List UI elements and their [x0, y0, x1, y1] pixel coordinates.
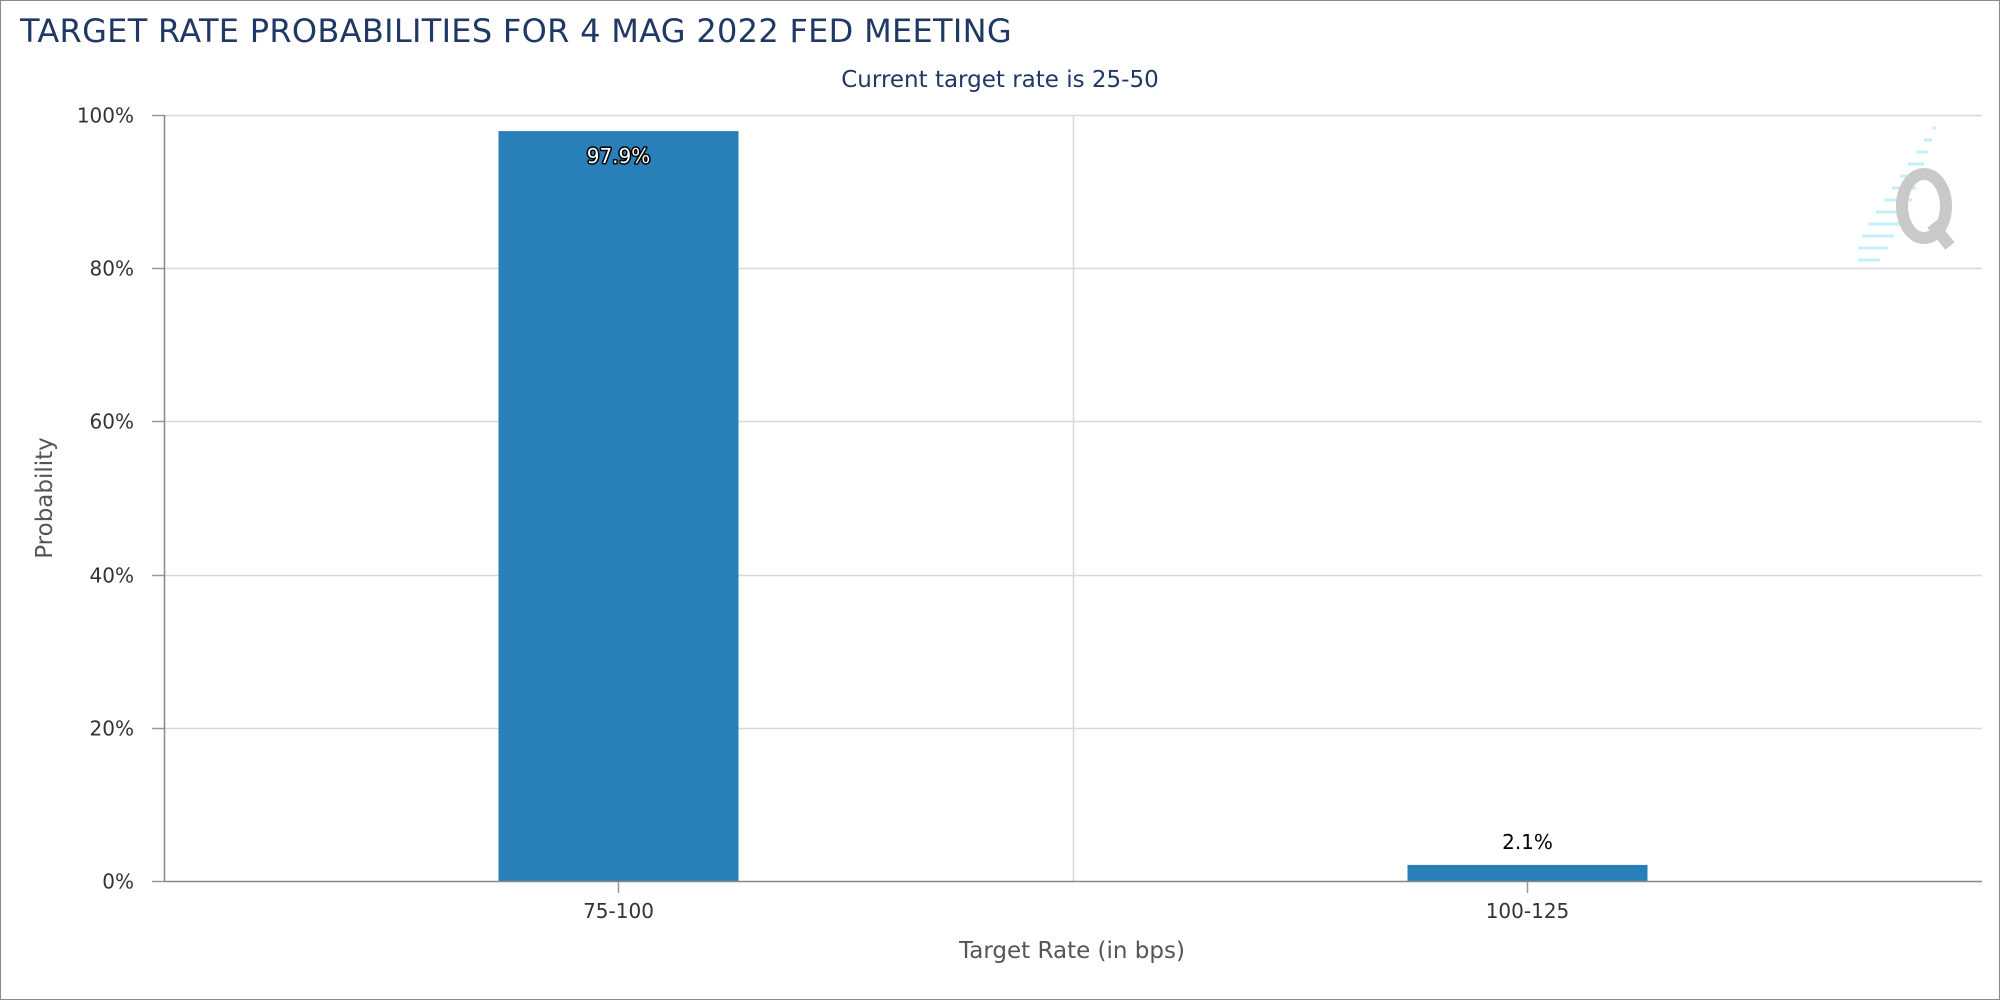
y-axis-ticks: 0% 20% 40% 60% 80% 100%	[77, 104, 134, 894]
data-labels: 97.9% 2.1%	[585, 143, 1553, 854]
bar-100-125[interactable]	[1407, 864, 1648, 881]
x-axis-title: Target Rate (in bps)	[958, 938, 1185, 964]
y-axis-title: Probability	[32, 437, 58, 559]
bar-75-100[interactable]	[498, 131, 739, 881]
y-tick-label: 20%	[90, 717, 134, 741]
x-axis-ticks: 75-100 100-125	[163, 115, 1982, 923]
data-label-75-100: 97.9%	[587, 144, 651, 168]
x-tick-label: 75-100	[583, 899, 654, 923]
data-label-100-125: 2.1%	[1502, 830, 1553, 854]
grid-lines	[152, 114, 1982, 883]
y-tick-label: 80%	[90, 257, 134, 281]
bars	[498, 131, 1648, 881]
y-tick-label: 100%	[77, 104, 134, 128]
chart-title: TARGET RATE PROBABILITIES FOR 4 MAG 2022…	[20, 12, 1012, 50]
y-tick-label: 40%	[90, 564, 134, 588]
y-tick-label: 0%	[102, 870, 134, 894]
watermark-logo-icon	[1858, 126, 1955, 262]
y-tick-label: 60%	[90, 410, 134, 434]
chart-subtitle: Current target rate is 25-50	[841, 67, 1159, 93]
x-tick-label: 100-125	[1486, 899, 1570, 923]
